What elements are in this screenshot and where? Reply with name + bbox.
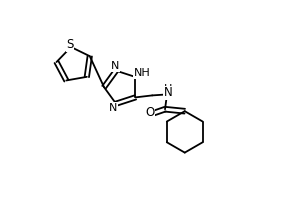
Text: O: O (146, 106, 155, 119)
Text: NH: NH (134, 68, 150, 78)
Text: N: N (164, 86, 172, 99)
Text: S: S (66, 38, 74, 51)
Text: H: H (164, 84, 172, 94)
Text: N: N (109, 103, 117, 113)
Text: N: N (111, 61, 119, 71)
